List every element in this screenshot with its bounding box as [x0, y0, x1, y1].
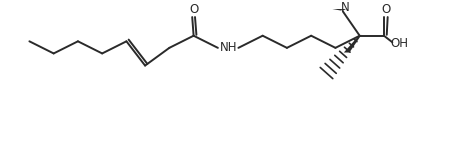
Text: O: O	[189, 3, 198, 16]
Text: N: N	[340, 1, 348, 14]
Text: OH: OH	[390, 37, 408, 50]
Text: NH: NH	[219, 41, 236, 54]
Polygon shape	[343, 35, 361, 52]
Text: O: O	[381, 3, 390, 16]
